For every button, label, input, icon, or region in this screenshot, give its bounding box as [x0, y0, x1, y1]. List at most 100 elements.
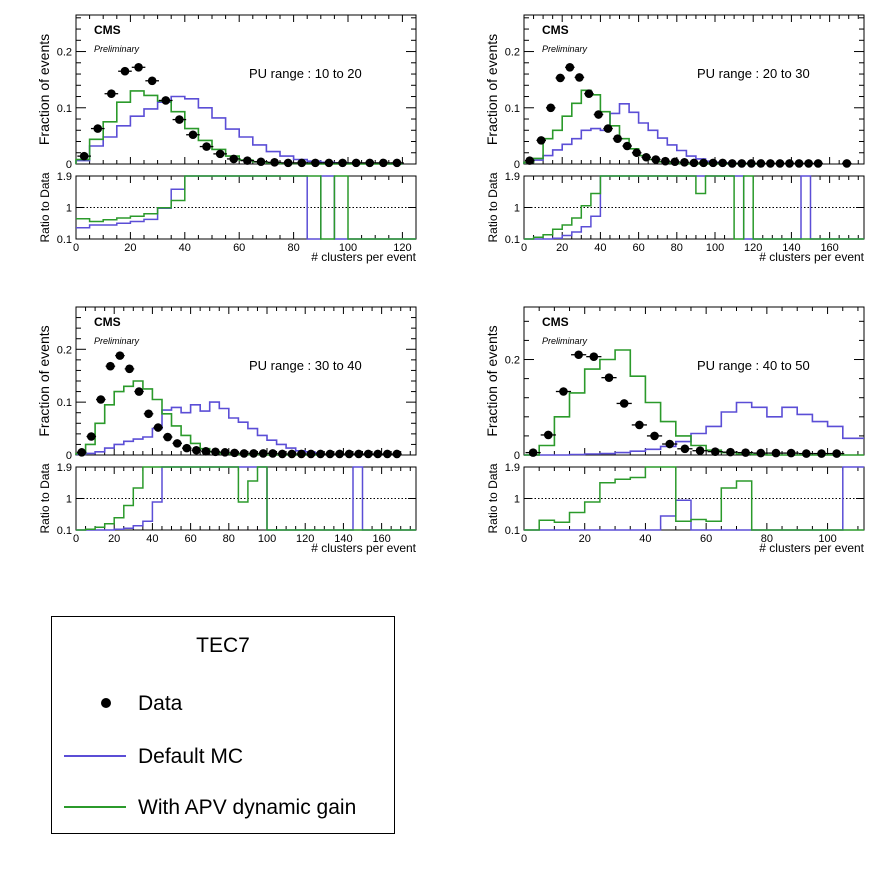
y-tick-label: 0.1 — [505, 103, 520, 115]
x-tick-label: 120 — [744, 242, 762, 254]
data-point — [161, 96, 171, 105]
data-point — [619, 399, 629, 408]
preliminary-label: Preliminary — [542, 336, 588, 346]
x-tick-label: 80 — [223, 533, 235, 545]
data-point — [670, 157, 680, 167]
x-tick-label: 160 — [372, 533, 390, 545]
hist-apv-gain — [524, 349, 864, 456]
main-plot-frame — [523, 306, 865, 456]
data-point — [699, 158, 708, 168]
data-point — [589, 352, 599, 361]
data-point — [747, 159, 756, 168]
x-axis-title: # clusters per event — [759, 541, 864, 555]
ratio-y-tick-label: 1.9 — [505, 171, 520, 183]
data-point — [365, 158, 375, 168]
ratio-default-mc — [524, 466, 864, 531]
hist-apv-gain — [75, 90, 403, 165]
y-tick-label: 0.1 — [57, 397, 72, 409]
x-tick-label: 80 — [287, 242, 299, 254]
x-tick-label: 20 — [108, 533, 120, 545]
data-point — [79, 151, 89, 161]
y-tick-label: 0 — [514, 159, 520, 171]
x-tick-label: 160 — [820, 242, 838, 254]
green-line-icon — [64, 792, 126, 822]
data-point — [771, 448, 781, 458]
data-point — [392, 158, 402, 168]
x-tick-label: 20 — [579, 533, 591, 545]
x-tick-label: 0 — [73, 533, 79, 545]
x-tick-label: 40 — [179, 242, 191, 254]
data-point — [324, 158, 334, 168]
data-point — [622, 141, 632, 151]
data-point — [344, 449, 354, 459]
y-tick-label: 0 — [514, 450, 520, 462]
ratio-default-mc — [76, 175, 416, 240]
data-point — [115, 351, 125, 360]
data-point — [373, 449, 383, 459]
ratio-y-tick-label: 1.9 — [57, 462, 72, 474]
cms-label: CMS — [94, 315, 121, 329]
x-tick-label: 0 — [73, 242, 79, 254]
main-plot-frame — [75, 14, 417, 165]
data-point — [565, 62, 575, 72]
data-point — [584, 89, 594, 99]
data-point — [249, 449, 258, 458]
data-point — [680, 158, 689, 167]
data-point — [813, 159, 823, 168]
preliminary-label: Preliminary — [542, 44, 588, 54]
y-axis-title: Fraction of events — [484, 325, 500, 436]
data-point — [277, 449, 287, 459]
data-point — [230, 448, 239, 458]
data-point — [147, 76, 157, 86]
data-point — [106, 361, 115, 371]
cms-label: CMS — [542, 315, 569, 329]
y-tick-label: 0.2 — [57, 344, 72, 356]
ratio-plot-frame — [523, 175, 865, 240]
x-axis-title: # clusters per event — [311, 541, 416, 555]
hist-apv-gain — [523, 89, 763, 165]
data-point — [574, 350, 583, 360]
data-point — [546, 103, 556, 113]
x-tick-label: 60 — [184, 533, 196, 545]
data-point — [604, 373, 614, 382]
x-tick-label: 100 — [706, 242, 724, 254]
data-point — [268, 449, 278, 458]
data-point — [665, 439, 675, 449]
data-point — [708, 158, 718, 168]
data-point — [543, 430, 553, 440]
ratio-plot-frame — [75, 466, 417, 531]
ratio-y-tick-label: 1.9 — [57, 171, 72, 183]
ratio-apv-gain — [76, 466, 416, 531]
y-tick-label: 0.2 — [57, 47, 72, 59]
data-point — [211, 447, 220, 457]
y-tick-label: 0 — [66, 450, 72, 462]
ratio-plot-frame — [523, 466, 865, 531]
data-point — [182, 443, 192, 453]
data-point — [144, 409, 153, 419]
data-point — [256, 157, 266, 167]
x-tick-label: 60 — [700, 533, 712, 545]
ratio-plot-frame — [75, 175, 417, 240]
ratio-y-tick-label: 1 — [514, 494, 520, 506]
ratio-y-axis-title: Ratio to Data — [38, 172, 52, 242]
x-tick-label: 140 — [782, 242, 800, 254]
data-point — [710, 447, 720, 456]
data-point — [786, 448, 796, 458]
x-axis-title: # clusters per event — [311, 250, 416, 264]
x-axis-title: # clusters per event — [759, 250, 864, 264]
x-tick-label: 40 — [146, 533, 158, 545]
y-tick-label: 0 — [66, 159, 72, 171]
data-point — [775, 159, 785, 168]
data-point — [756, 159, 766, 168]
data-point — [804, 159, 813, 168]
y-tick-label: 0.2 — [505, 47, 520, 59]
ratio-apv-gain — [524, 466, 864, 531]
data-point — [379, 158, 388, 168]
data-point — [817, 449, 826, 458]
pu-range-label: PU range : 10 to 20 — [249, 66, 362, 81]
data-point — [306, 449, 316, 459]
